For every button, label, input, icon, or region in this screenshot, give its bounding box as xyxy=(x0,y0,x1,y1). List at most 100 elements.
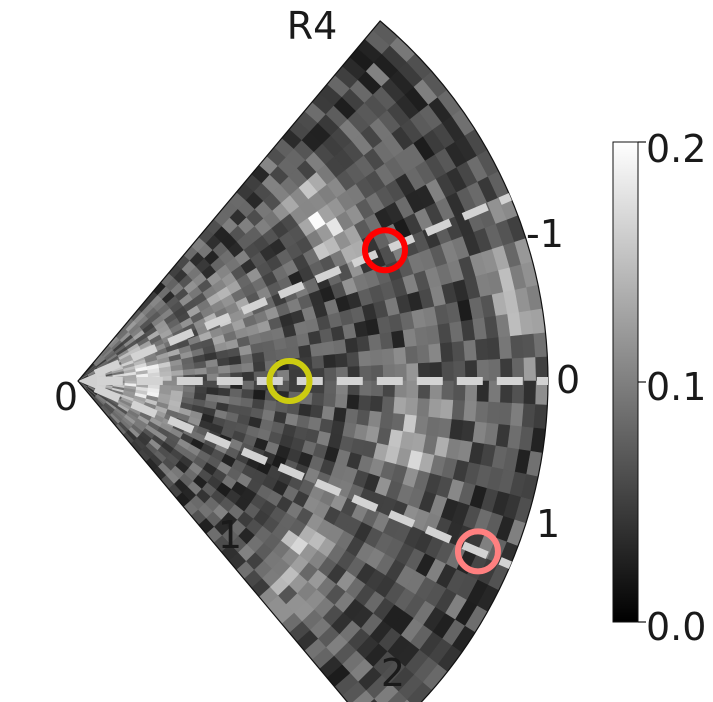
heatmap-cell xyxy=(194,367,208,376)
heatmap-cell xyxy=(309,342,324,358)
heatmap-cell xyxy=(311,392,325,407)
heatmap-cell xyxy=(321,405,336,422)
heatmap-cell xyxy=(217,364,231,375)
angular-tick-neg1: -1 xyxy=(526,212,564,256)
heatmap-cell xyxy=(311,355,325,370)
heatmap-cell xyxy=(358,395,372,412)
heatmap-cell xyxy=(356,335,371,353)
heatmap-cell xyxy=(241,380,255,391)
chart-title: R4 xyxy=(287,4,338,48)
heatmap-cell xyxy=(475,401,490,424)
heatmap-cell xyxy=(252,361,267,373)
heatmap-cells xyxy=(77,20,549,702)
heatmap-cell xyxy=(323,393,337,408)
guide-line-0 xyxy=(93,193,512,378)
heatmap-cell xyxy=(367,333,383,352)
heatmap-cell xyxy=(286,402,301,416)
heatmap-cell xyxy=(334,352,349,369)
heatmap-cell xyxy=(387,691,408,702)
heatmap-cell xyxy=(216,357,231,367)
heatmap-cell xyxy=(369,395,384,413)
heatmap-cell xyxy=(428,343,443,364)
heatmap-cell xyxy=(182,368,196,376)
heatmap-cell xyxy=(344,337,359,354)
heatmap-cell xyxy=(358,350,372,367)
heatmap-cell xyxy=(521,403,536,429)
heatmap-cell xyxy=(324,380,337,395)
guide-line-2 xyxy=(93,384,512,569)
heatmap-cell xyxy=(439,399,454,420)
heatmap-cell xyxy=(334,393,349,410)
heatmap-cell xyxy=(124,377,138,382)
radial-tick-2: 2 xyxy=(381,651,405,695)
heatmap-cell xyxy=(510,402,525,428)
heatmap-cell xyxy=(286,346,301,360)
heatmap-cell xyxy=(404,345,419,365)
heatmap-cell xyxy=(241,389,255,400)
heatmap-cell xyxy=(475,338,490,361)
heatmap-cell xyxy=(228,355,242,366)
heatmap-cell xyxy=(510,334,525,360)
heatmap-cell xyxy=(441,361,455,382)
heatmap-cell xyxy=(486,337,501,361)
marker-yellow xyxy=(266,358,313,404)
heatmap-cell xyxy=(367,410,383,429)
heatmap-cell xyxy=(428,398,443,419)
colorbar xyxy=(612,141,639,623)
heatmap-cell xyxy=(171,369,184,377)
heatmap-cell xyxy=(406,682,433,702)
heatmap-cell xyxy=(356,409,371,427)
heatmap-cell xyxy=(451,340,466,363)
heatmap-cell xyxy=(229,388,243,399)
heatmap-cell xyxy=(298,344,313,359)
heatmap-cell xyxy=(463,400,478,423)
heatmap-cell xyxy=(393,396,407,416)
heatmap-cell xyxy=(523,380,537,405)
heatmap-cell xyxy=(341,681,367,702)
heatmap-cell xyxy=(369,349,384,367)
heatmap-cell xyxy=(463,339,478,362)
heatmap-cell xyxy=(370,698,378,702)
marker-circles xyxy=(266,227,501,575)
heatmap-cell xyxy=(404,397,419,417)
heatmap-cell xyxy=(263,350,278,363)
marker-red xyxy=(361,227,408,274)
heatmap-cell xyxy=(451,399,466,422)
heatmap-cell xyxy=(323,354,337,369)
heatmap-cell xyxy=(241,362,255,373)
radial-tick-0: 0 xyxy=(54,375,78,419)
heatmap-cell xyxy=(241,371,255,382)
heatmap-cell xyxy=(498,336,513,360)
heatmap-cell xyxy=(441,380,455,401)
heatmap-cell xyxy=(346,394,360,411)
heatmap-cell xyxy=(523,357,537,382)
heatmap-cell xyxy=(229,363,243,374)
colorbar-label-bottom: 0.0 xyxy=(646,605,706,649)
heatmap-cell xyxy=(298,403,313,418)
heatmap-cell xyxy=(439,342,454,363)
heatmap-cell xyxy=(206,366,220,375)
marker-pink xyxy=(454,528,501,575)
heatmap-cell xyxy=(416,344,431,364)
radial-tick-1: 1 xyxy=(218,513,242,557)
heatmap-cell xyxy=(284,335,299,349)
heatmap-cell xyxy=(309,404,324,420)
heatmap-cell xyxy=(333,407,348,423)
heatmap-cell xyxy=(352,690,375,702)
heatmap-cell xyxy=(159,371,173,378)
colorbar-label-top: 0.2 xyxy=(646,127,706,171)
colorbar-label-mid: 0.1 xyxy=(646,365,706,409)
heatmap-cell xyxy=(324,367,337,382)
angular-tick-0: 0 xyxy=(556,358,580,402)
heatmap-cell xyxy=(393,346,407,366)
heatmap-cell xyxy=(346,351,360,368)
heatmap-cell xyxy=(252,389,267,401)
heatmap-cell xyxy=(344,408,359,425)
heatmap-cell xyxy=(273,337,288,351)
heatmap-cell xyxy=(240,353,254,365)
heatmap-cell xyxy=(381,396,396,414)
angular-tick-1: 1 xyxy=(536,502,560,546)
heatmap-cell xyxy=(521,333,536,359)
heatmap-cell xyxy=(251,351,266,364)
